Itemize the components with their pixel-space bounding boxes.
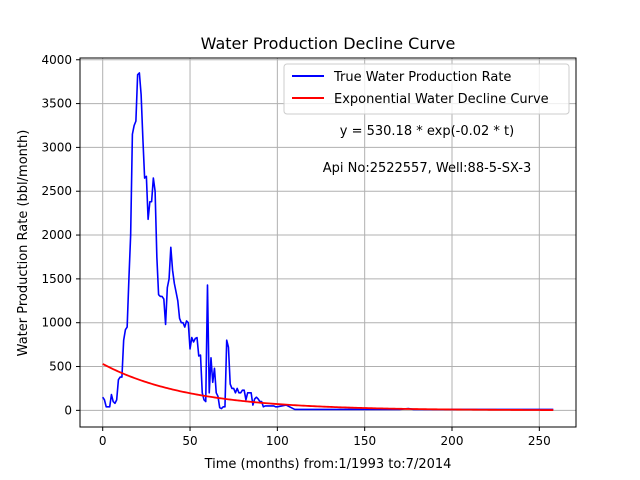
y-tick-label: 0 (64, 403, 72, 417)
y-tick-label: 3500 (41, 97, 72, 111)
well-annotation: Api No:2522557, Well:88-5-SX-3 (323, 161, 531, 176)
legend: True Water Production Rate Exponential W… (283, 63, 570, 115)
y-tick-label: 2500 (41, 184, 72, 198)
axis-ticks: 0 50 100 150 200 2500500100015002000250030003… (41, 53, 550, 448)
x-tick-label: 200 (441, 434, 464, 448)
plot-frame (79, 57, 577, 428)
legend-box (283, 63, 570, 115)
series-layer (102, 72, 554, 411)
x-tick-label: 50 (182, 434, 197, 448)
x-tick-label: 100 (266, 434, 289, 448)
y-tick-label: 4000 (41, 53, 72, 67)
x-tick-label: 250 (528, 434, 551, 448)
y-tick-label: 2000 (41, 228, 72, 242)
y-tick-label: 500 (49, 360, 72, 374)
chart-title: Water Production Decline Curve (201, 34, 456, 53)
x-tick-label: 150 (353, 434, 376, 448)
y-tick-label: 1000 (41, 316, 72, 330)
legend-label-exponential-fit: Exponential Water Decline Curve (334, 92, 549, 107)
y-axis-label: Water Production Rate (bbl/month) (16, 130, 31, 357)
x-tick-label: 0 (99, 434, 107, 448)
x-axis-label: Time (months) from:1/1993 to:7/2014 (204, 457, 452, 472)
legend-label-true-rate: True Water Production Rate (333, 70, 511, 85)
y-tick-label: 1500 (41, 272, 72, 286)
equation-annotation: y = 530.18 * exp(-0.02 * t) (340, 124, 514, 139)
series-line-exponential-fit (102, 363, 554, 411)
series-line-true-rate (102, 72, 554, 411)
y-tick-label: 3000 (41, 140, 72, 154)
